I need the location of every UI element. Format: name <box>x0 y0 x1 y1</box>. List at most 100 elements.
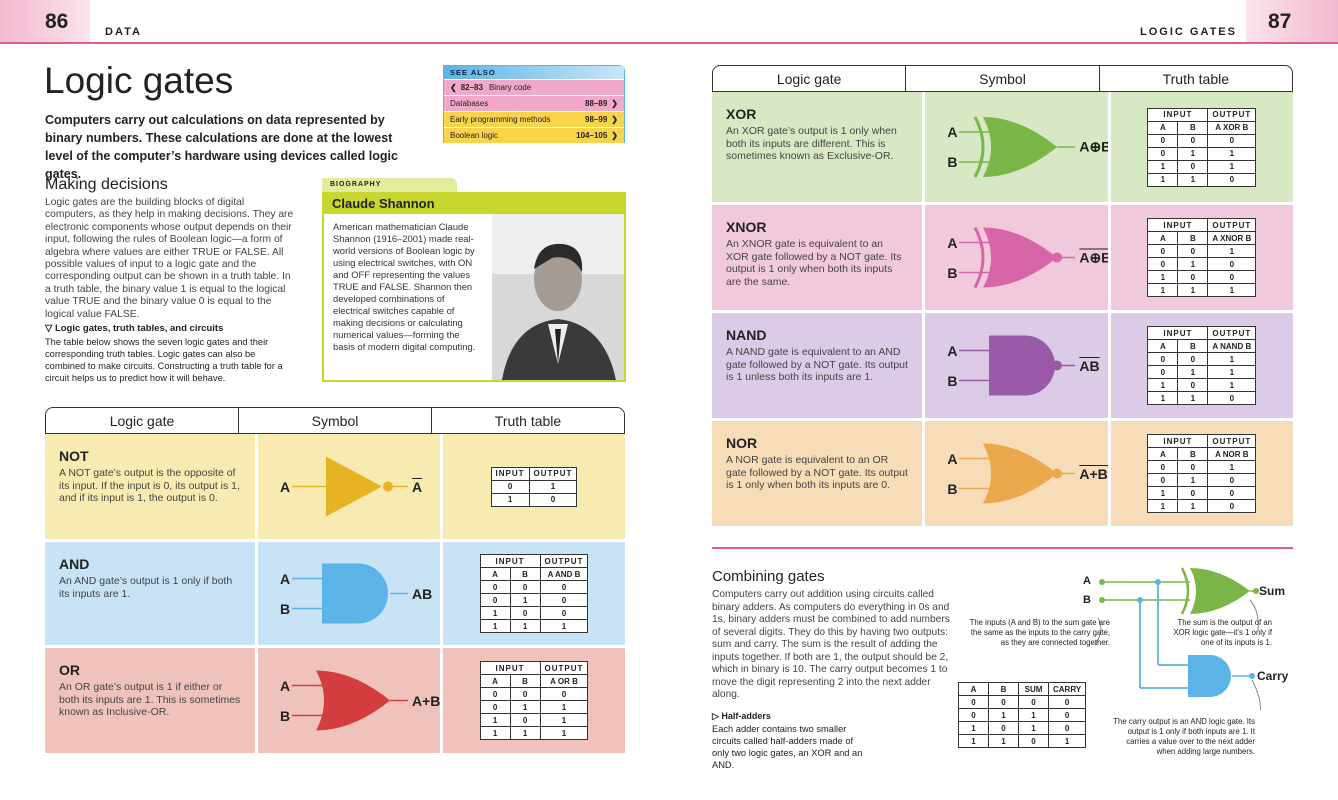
gate-name: XNOR <box>726 219 767 235</box>
sum-cell: 0 <box>1047 695 1087 709</box>
output-label: AB <box>412 585 433 602</box>
truth-cell: 0 <box>539 593 589 607</box>
truth-column: B <box>1177 339 1209 353</box>
gate-body <box>983 443 1058 504</box>
truth-cell: 1 <box>1207 460 1257 474</box>
truth-cell: 1 <box>1147 159 1179 174</box>
gate-description: An OR gate’s output is 1 if either or bo… <box>59 681 241 718</box>
gate <box>959 226 1076 289</box>
truth-header: INPUT OUTPUT <box>1147 326 1257 340</box>
sum-cell: 0 <box>1047 708 1087 722</box>
truth-cell: 0 <box>1207 391 1257 405</box>
input-label: A <box>947 342 958 359</box>
gate-name: XOR <box>726 106 757 122</box>
truth-cell: 0 <box>1207 257 1257 271</box>
sum-cell: 1 <box>958 734 989 748</box>
biography-box: Claude Shannon American mathematician Cl… <box>322 192 626 382</box>
column-header: Symbol <box>238 408 431 433</box>
truth-cell: 0 <box>528 492 578 507</box>
truth-header-cell: OUTPUT <box>1207 434 1257 448</box>
see-also-pages: 98–99 <box>585 115 608 124</box>
truth-cell: 1 <box>1207 244 1257 258</box>
truth-header-cell: OUTPUT <box>528 466 578 481</box>
gate-body <box>983 117 1058 177</box>
truth-column: B <box>509 674 541 688</box>
truth-header-cell: OUTPUT <box>1207 326 1257 340</box>
input-label: B <box>947 264 958 281</box>
truth-cell: 0 <box>1207 270 1257 284</box>
caption-heading: ▷ Half-adders <box>712 711 771 721</box>
gate-row: XNOR An XNOR gate is equivalent to an XOR… <box>712 205 1293 313</box>
truth-cell: 0 <box>1147 460 1179 474</box>
body-text: Logic gates are the building blocks of d… <box>45 197 294 320</box>
gate-symbol <box>292 670 408 731</box>
truth-cell: 0 <box>509 687 541 701</box>
truth-cell: 1 <box>1177 391 1209 405</box>
sum-cell: 1 <box>1018 708 1049 722</box>
diagram-label: Carry <box>1257 669 1289 683</box>
gate-name: NOR <box>726 435 758 451</box>
truth-cell: 1 <box>1177 473 1209 487</box>
truth-column: A OR B <box>539 674 589 688</box>
column-header: Truth table <box>431 408 624 433</box>
truth-column: A <box>479 567 511 581</box>
see-also-text: Early programming methods <box>450 115 551 124</box>
annotation: The inputs (A and B) to the sum gate are… <box>969 618 1110 647</box>
truth-cell: 0 <box>1177 133 1209 148</box>
see-also-item: Early programming methods 98–99 ❯ <box>444 112 624 127</box>
title: Logic gates <box>44 60 234 101</box>
see-also-box: SEE ALSO ❮ 82–83 Binary code Databases 88–89… <box>443 65 625 143</box>
truth-cell: 0 <box>1147 146 1179 161</box>
truth-cell: 0 <box>1177 378 1209 392</box>
truth-cell: 1 <box>1207 378 1257 392</box>
gate-description: A NOR gate is equivalent to an OR gate f… <box>726 454 908 491</box>
truth-cell: 1 <box>1147 283 1179 297</box>
truth-header-cell: INPUT <box>479 661 541 675</box>
truth-cell: 1 <box>539 713 589 727</box>
truth-header-cell: OUTPUT <box>539 661 589 675</box>
truth-header-cell: INPUT <box>479 554 541 568</box>
truth-cell: 1 <box>490 492 530 507</box>
gate <box>959 335 1076 396</box>
gate-name: OR <box>59 662 80 678</box>
bubble <box>383 481 393 492</box>
truth-cell: 0 <box>1177 159 1209 174</box>
sum-header-cell: CARRY <box>1047 682 1087 696</box>
truth-cell-wrap: INPUT OUTPUT 0 1 1 0 <box>440 434 625 539</box>
truth-cell: 0 <box>479 687 511 701</box>
truth-cell: 1 <box>1177 172 1209 187</box>
gate-row: XOR An XOR gate’s output is 1 only when b… <box>712 92 1293 205</box>
adder-diagram <box>1094 567 1261 710</box>
truth-header-cell: INPUT <box>1147 326 1209 340</box>
truth-cell: 1 <box>539 700 589 714</box>
truth-cell: 1 <box>1147 391 1179 405</box>
truth-cell: 1 <box>1207 352 1257 366</box>
column-header: Truth table <box>1098 66 1292 91</box>
symbol-cell: A B A+B <box>922 421 1108 526</box>
truth-cell: 1 <box>1147 486 1179 500</box>
input-label: B <box>280 600 291 617</box>
see-also-item: ❮ 82–83 Binary code <box>444 80 624 95</box>
truth-cell: 0 <box>1177 460 1209 474</box>
truth-header-cell: INPUT <box>1147 218 1209 232</box>
gate-info: AND An AND gate’s output is 1 only if bot… <box>45 542 255 645</box>
input-label: A <box>947 234 958 251</box>
